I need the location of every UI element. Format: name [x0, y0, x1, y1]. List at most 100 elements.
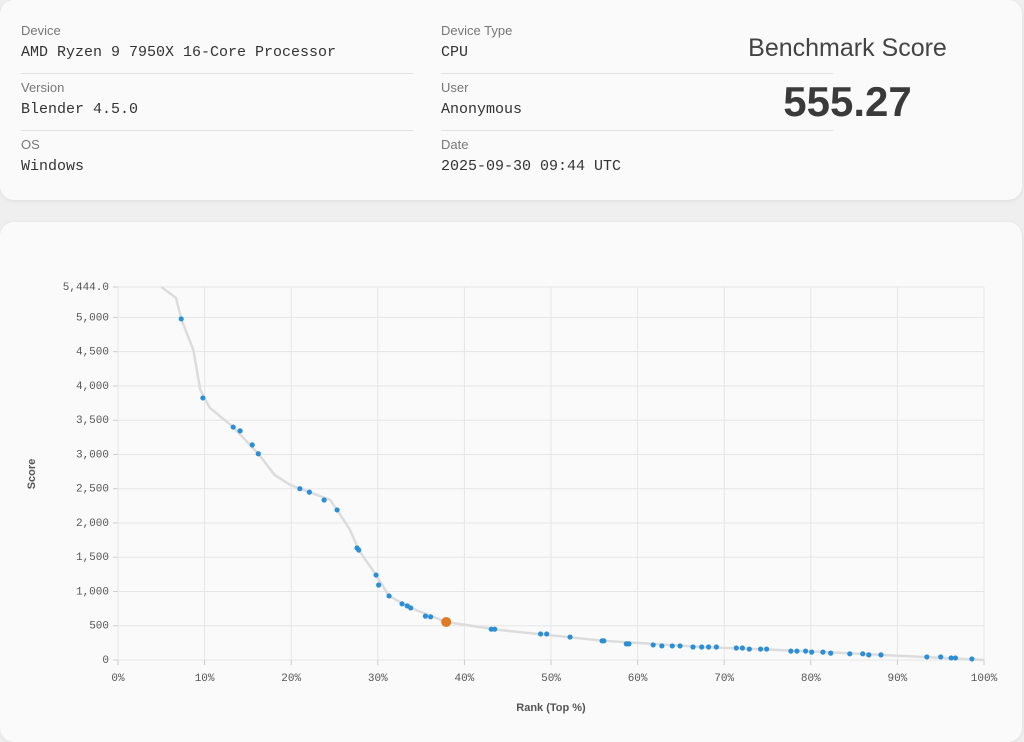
data-point: [828, 650, 834, 656]
data-point: [422, 613, 429, 619]
data-point: [969, 656, 975, 662]
x-tick-label: 90%: [887, 673, 907, 685]
field-label: Device Type: [441, 23, 513, 38]
data-point: [699, 644, 705, 650]
data-point: [794, 648, 800, 654]
data-point: [677, 643, 683, 649]
info-field: Device AMD Ryzen 9 7950X 16-Core Processo…: [21, 0, 413, 61]
field-value: AMD Ryzen 9 7950X 16-Core Processor: [21, 44, 337, 61]
curve: [160, 285, 985, 662]
data-point: [386, 593, 392, 599]
data-point: [878, 652, 884, 658]
y-tick-label: 3,000: [76, 449, 109, 461]
data-point: [230, 424, 236, 430]
data-point: [952, 655, 959, 661]
x-tick-label: 50%: [541, 673, 561, 685]
data-point: [492, 626, 498, 632]
y-tick-label: 5,000: [76, 312, 109, 324]
data-point: [297, 486, 303, 492]
y-tick-label: 2,500: [76, 484, 109, 496]
data-point: [428, 614, 434, 620]
y-tick-label: 0: [102, 655, 109, 667]
y-axis-label: Score: [26, 459, 38, 490]
data-point: [544, 631, 550, 637]
field-value: 2025-09-30 09:44 UTC: [441, 158, 622, 175]
data-point: [650, 642, 656, 648]
y-tick-label: 4,500: [76, 347, 109, 359]
data-point: [690, 644, 696, 650]
data-point: [733, 645, 739, 651]
data-point: [441, 616, 452, 627]
separator: [441, 73, 833, 74]
info-field: Device Type CPU: [441, 0, 833, 61]
data-point: [373, 572, 379, 578]
x-tick-label: 0%: [111, 673, 125, 685]
field-value: Blender 4.5.0: [21, 101, 139, 118]
x-tick-label: 30%: [368, 673, 388, 685]
data-point: [408, 605, 414, 611]
data-point: [820, 649, 826, 655]
y-tick-label: 500: [89, 621, 109, 633]
data-point: [809, 649, 815, 655]
separator: [21, 130, 413, 131]
y-tick-label: 2,000: [76, 518, 109, 530]
data-point: [706, 644, 712, 650]
data-point: [866, 652, 872, 658]
info-card: Benchmark Score 555.27 Device AMD Ryzen 9…: [0, 0, 1022, 200]
separator: [21, 73, 413, 74]
info-field: OS Windows: [21, 114, 413, 175]
y-tick-label: 4,000: [76, 381, 109, 393]
data-point: [669, 643, 675, 649]
data-point: [713, 644, 720, 650]
data-point: [538, 631, 544, 637]
data-point: [659, 643, 665, 649]
x-tick-label: 40%: [454, 673, 474, 685]
data-point: [924, 654, 930, 660]
field-label: Version: [21, 80, 65, 95]
data-point: [764, 646, 770, 652]
data-point: [601, 638, 607, 644]
data-point: [567, 634, 573, 640]
data-point: [306, 489, 312, 495]
y-tick-label: 3,500: [76, 415, 109, 427]
field-label: OS: [21, 137, 40, 152]
data-point: [860, 651, 866, 657]
data-point: [249, 442, 255, 448]
x-tick-label: 80%: [801, 673, 821, 685]
data-point: [178, 316, 184, 322]
x-tick-label: 70%: [714, 673, 734, 685]
data-point: [746, 646, 752, 652]
x-axis-label: Rank (Top %): [516, 702, 586, 714]
info-field: Version Blender 4.5.0: [21, 57, 413, 118]
data-point: [948, 655, 954, 661]
y-tick-label: 1,000: [76, 586, 109, 598]
field-label: Device: [21, 23, 61, 38]
data-point: [626, 641, 632, 647]
separator: [441, 130, 833, 131]
info-field: User Anonymous: [441, 57, 833, 118]
field-value: Anonymous: [441, 101, 523, 118]
data-point: [399, 601, 405, 607]
score-label: Benchmark Score: [748, 34, 947, 62]
score-value: 555.27: [783, 78, 912, 125]
data-point: [356, 547, 362, 553]
data-point: [938, 654, 944, 660]
y-tick-label: 1,500: [76, 552, 109, 564]
y-tick-label: 5,444.0: [63, 282, 109, 294]
x-tick-label: 60%: [628, 673, 648, 685]
data-point: [757, 646, 764, 652]
data-point: [803, 648, 809, 654]
x-tick-label: 10%: [195, 673, 215, 685]
field-value: Windows: [21, 158, 85, 175]
field-value: CPU: [441, 44, 469, 61]
field-label: User: [441, 80, 469, 95]
data-point: [321, 497, 327, 503]
data-point: [847, 651, 853, 657]
field-label: Date: [441, 137, 469, 152]
data-point: [788, 648, 794, 654]
x-tick-label: 20%: [281, 673, 301, 685]
data-point: [237, 428, 243, 434]
data-point: [200, 395, 206, 401]
